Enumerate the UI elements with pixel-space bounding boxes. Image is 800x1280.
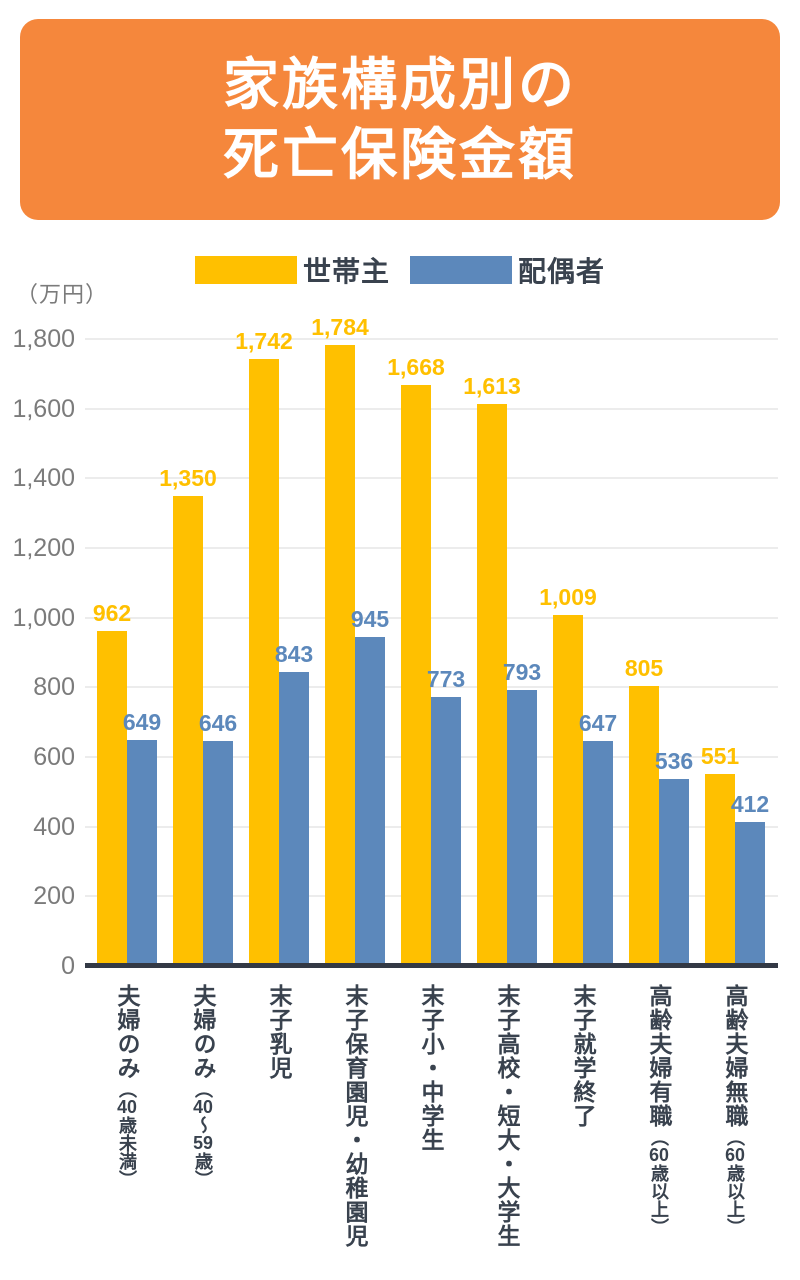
bar-value-label: 646: [198, 710, 238, 736]
bar-spouse: [127, 740, 157, 966]
bar-value-label: 1,784: [311, 314, 369, 340]
category-label: 末子小・中学生: [418, 984, 444, 1152]
bar-spouse: [279, 672, 309, 966]
bar-spouse: [431, 697, 461, 966]
bar-householder: [401, 385, 431, 966]
bar-value-label: 1,668: [387, 354, 445, 380]
bar-spouse: [355, 637, 385, 966]
category-label: 夫婦のみ（40～59歳）: [190, 984, 216, 1188]
gridline: [85, 616, 778, 619]
bar-householder: [477, 404, 507, 966]
bar-householder: [705, 774, 735, 966]
title-banner: 家族構成別の 死亡保険金額: [20, 19, 780, 220]
page-title-line1: 家族構成別の: [223, 52, 577, 116]
bar-spouse: [203, 741, 233, 966]
bar-spouse: [735, 822, 765, 966]
bar-householder: [249, 359, 279, 966]
legend-swatch-householder: [194, 256, 297, 284]
bar-spouse: [659, 779, 689, 966]
bar-spouse: [507, 690, 537, 966]
category-label: 末子保育園児・幼稚園児: [342, 984, 368, 1248]
bar-value-label: 1,613: [463, 373, 521, 399]
category-label: 夫婦のみ（40歳未満）: [114, 984, 140, 1188]
gridline: [85, 338, 778, 340]
page-title-line2: 死亡保険金額: [223, 122, 577, 186]
gridline: [85, 686, 778, 689]
bar-value-label: 649: [122, 709, 162, 735]
gridline: [85, 547, 778, 549]
legend-label-householder: 世帯主: [302, 256, 390, 287]
bar-value-label: 1,742: [235, 328, 293, 354]
bar-value-label: 412: [730, 791, 770, 817]
bar-value-label: 962: [92, 600, 132, 626]
bar-householder: [325, 345, 355, 966]
bar-value-label: 805: [624, 655, 664, 681]
bar-value-label: 1,350: [159, 465, 217, 491]
bar-value-label: 647: [578, 710, 618, 736]
bar-value-label: 551: [700, 743, 740, 769]
category-label: 末子高校・短大・大学生: [494, 984, 520, 1248]
bar-householder: [629, 686, 659, 966]
bar-value-label: 1,009: [539, 584, 597, 610]
legend-item-spouse: 配偶者: [410, 250, 605, 290]
y-tick-label: 1,800: [12, 325, 75, 353]
y-tick-label: 400: [33, 812, 75, 841]
y-tick-label: 1,200: [12, 534, 75, 562]
y-tick-label: 1,000: [12, 603, 75, 632]
legend-label-spouse: 配偶者: [518, 256, 606, 287]
bar-value-label: 945: [350, 606, 390, 632]
y-tick-label: 1,400: [12, 464, 75, 493]
x-axis-line: [85, 963, 778, 968]
bar-value-label: 536: [654, 748, 694, 774]
legend-swatch-spouse: [410, 256, 512, 284]
bar-value-label: 773: [426, 666, 466, 692]
category-label: 末子乳児: [266, 984, 292, 1080]
category-label: 高齢夫婦無職（60歳以上）: [722, 984, 748, 1236]
bar-householder: [173, 496, 203, 966]
bar-householder: [97, 631, 127, 966]
gridline: [85, 477, 778, 480]
y-tick-label: 0: [61, 952, 75, 980]
legend-item-householder: 世帯主: [194, 250, 390, 290]
y-axis-unit-label: （万円）: [16, 282, 109, 307]
category-label: 末子就学終了: [570, 984, 596, 1128]
category-label: 高齢夫婦有職（60歳以上）: [646, 984, 672, 1236]
bar-householder: [553, 615, 583, 966]
bar-value-label: 793: [502, 659, 542, 685]
chart-legend: 世帯主 配偶者: [0, 250, 800, 290]
y-tick-label: 1,600: [12, 394, 75, 423]
y-tick-label: 200: [33, 882, 75, 911]
gridline: [85, 407, 778, 410]
y-tick-label: 600: [33, 743, 75, 771]
bar-spouse: [583, 741, 613, 966]
y-tick-label: 800: [33, 673, 75, 702]
bar-value-label: 843: [274, 641, 314, 667]
